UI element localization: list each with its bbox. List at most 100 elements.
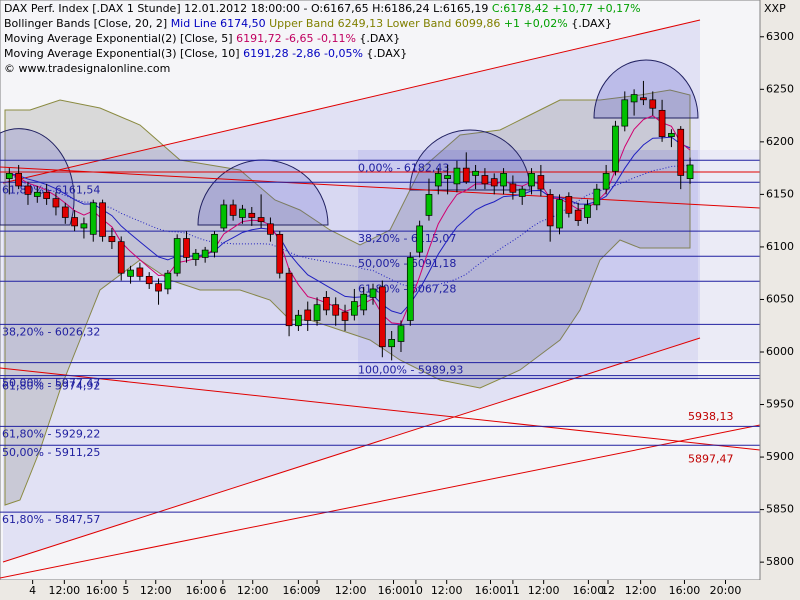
legend-text: {.DAX} xyxy=(356,32,400,45)
candle-body xyxy=(593,188,601,206)
candle-body xyxy=(378,286,386,348)
arc xyxy=(593,59,699,119)
candle-body xyxy=(127,269,134,277)
x-tick-label: 16:00 xyxy=(186,584,218,597)
candle-body xyxy=(267,223,274,235)
candle-body xyxy=(183,238,190,258)
x-tick-label: 12 xyxy=(601,584,615,597)
legend-text: © www.tradesignalonline.com xyxy=(4,62,170,75)
trend-line xyxy=(0,424,761,579)
candle-body xyxy=(434,173,442,187)
candle-body xyxy=(80,223,88,229)
y-tick-label: 6050 xyxy=(766,292,794,305)
candle-body xyxy=(192,252,200,260)
candle-body xyxy=(61,206,69,218)
candle-body xyxy=(406,257,414,321)
candle-body xyxy=(630,94,638,103)
candle-body xyxy=(500,173,507,187)
candle-body xyxy=(239,208,246,218)
candle-body xyxy=(388,339,396,348)
candle-body xyxy=(481,175,489,185)
candle-body xyxy=(425,194,433,216)
candle-body xyxy=(173,238,181,274)
fib-label: 100,00% - 5989,93 xyxy=(358,364,463,377)
candle-body xyxy=(304,309,312,321)
candle-body xyxy=(472,170,479,176)
legend-text: +1 +0,02% xyxy=(504,17,568,30)
x-tick-label: 9 xyxy=(314,584,321,597)
legend-text: Mid Line 6174,50 xyxy=(171,17,269,30)
trend-line xyxy=(0,367,761,451)
y-axis-area xyxy=(760,0,800,600)
y-tick-label: 6150 xyxy=(766,187,794,200)
trend-line xyxy=(2,19,701,184)
candle-body xyxy=(33,191,41,197)
candle-body xyxy=(71,217,78,227)
x-tick-label: 4 xyxy=(29,584,36,597)
candle-body xyxy=(677,128,685,176)
x-tick-label: 12:00 xyxy=(528,584,560,597)
candle-body xyxy=(565,196,573,214)
candle-body xyxy=(621,99,629,127)
y-tick-label: 5950 xyxy=(766,398,794,411)
candle-body xyxy=(89,202,97,235)
fib-label: 38,20% - 6026,32 xyxy=(2,325,100,338)
x-tick-label: 12:00 xyxy=(48,584,80,597)
candle-body xyxy=(220,204,228,229)
candle-body xyxy=(649,99,657,109)
candle-body xyxy=(444,175,451,179)
legend-text: Moving Average Exponential(2) [Close, 5] xyxy=(4,32,236,45)
x-tick-label: 5 xyxy=(122,584,129,597)
fib-label: 61,80% - 5847,57 xyxy=(2,513,100,526)
candle-body xyxy=(295,314,302,327)
y-tick-label: 5850 xyxy=(766,503,794,516)
ema-line xyxy=(9,136,691,315)
price-annotation: 5897,47 xyxy=(688,453,734,466)
candle-body xyxy=(155,283,162,292)
candle-body xyxy=(462,167,470,183)
candle-body xyxy=(164,272,172,290)
candle-body xyxy=(668,133,675,137)
drawing-objects xyxy=(0,19,761,579)
fib-label: 0,00% - 6182,43 xyxy=(358,161,449,174)
legend-line: Moving Average Exponential(2) [Close, 5]… xyxy=(4,32,400,45)
candle-body xyxy=(584,204,591,218)
candle-body xyxy=(285,272,293,327)
x-tick-label: 12:00 xyxy=(237,584,269,597)
y-tick-label: 6100 xyxy=(766,240,794,253)
x-tick-label: 16:00 xyxy=(86,584,118,597)
candle-body xyxy=(201,249,209,258)
candle-body xyxy=(108,236,116,243)
y-tick-label: 6200 xyxy=(766,135,794,148)
candle-body xyxy=(332,304,340,316)
candle-body xyxy=(518,188,526,197)
x-tick-label: 12:00 xyxy=(431,584,463,597)
legend-text: {.DAX} xyxy=(363,47,407,60)
y-tick-label: 6250 xyxy=(766,82,794,95)
y-tick-label: 6000 xyxy=(766,345,794,358)
x-tick-label: 12:00 xyxy=(335,584,367,597)
fib-label: 38,20% - 6115,07 xyxy=(358,232,456,245)
candle-body xyxy=(5,173,13,179)
y-tick-label: 6300 xyxy=(766,30,794,43)
candle-body xyxy=(117,241,125,274)
candle-body xyxy=(537,175,545,190)
candle-body xyxy=(248,212,256,218)
candle-body xyxy=(556,199,563,229)
trend-line xyxy=(0,166,761,209)
x-tick-label: 6 xyxy=(219,584,226,597)
fib-label: 61,80% - 5974,92 xyxy=(2,379,100,392)
fib-label: 50,00% - 5911,25 xyxy=(2,446,100,459)
legend-line: DAX Perf. Index [.DAX 1 Stunde] 12.01.20… xyxy=(4,2,641,15)
candle-body xyxy=(574,209,582,222)
candle-body xyxy=(490,178,498,187)
candle-body xyxy=(658,109,666,137)
candle-body xyxy=(369,288,377,298)
legend-line: © www.tradesignalonline.com xyxy=(4,62,170,75)
candle-body xyxy=(640,97,647,101)
candle-body xyxy=(323,297,330,311)
x-tick-label: 16:00 xyxy=(475,584,507,597)
legend-line: Bollinger Bands [Close, 20, 2] Mid Line … xyxy=(4,17,612,30)
fib-zone xyxy=(358,150,698,380)
